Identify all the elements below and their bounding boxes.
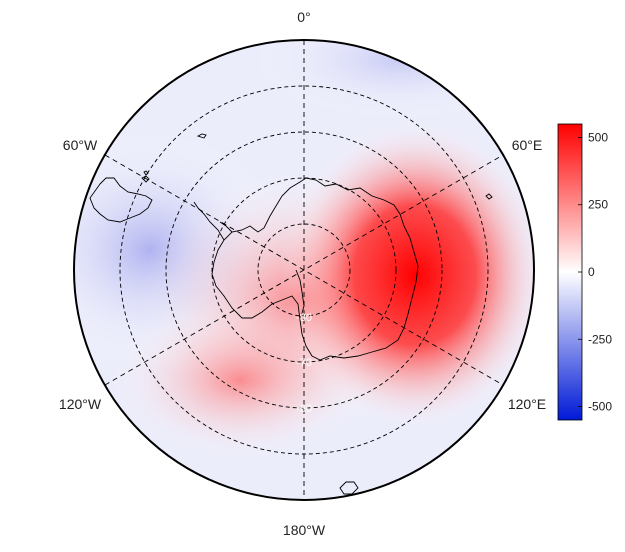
ring-label-60: -60 (296, 403, 312, 415)
south-america-coastline (89, 177, 153, 223)
lat-ring-70 (211, 177, 397, 363)
colorbar-ticks: 500 250 0 -250 -500 (578, 130, 612, 414)
latitude-ring-labels: -80 -70 -60 (296, 312, 312, 415)
lon-label-180w: 180°W (283, 522, 326, 538)
colorbar-tick-label: -250 (588, 332, 612, 346)
lon-label-120w: 120°W (59, 396, 102, 412)
colorbar-tick-label: -500 (588, 400, 612, 414)
lon-label-60w: 60°W (63, 137, 98, 153)
colorbar-tick-label: 0 (588, 265, 595, 279)
longitude-labels: 0° 60°E 120°E 180°W 120°W 60°W (59, 9, 546, 538)
anomaly-field (74, 40, 534, 500)
lon-label-60e: 60°E (512, 137, 543, 153)
meridians (104, 40, 504, 500)
ring-label-70: -70 (296, 357, 312, 369)
ring-label-80: -80 (296, 312, 312, 324)
antarctica-coastline (211, 177, 419, 361)
lon-label-120e: 120°E (508, 396, 546, 412)
antarctic-peninsula (193, 201, 233, 241)
colorbar-tick-label: 250 (588, 198, 608, 212)
lat-ring-60 (165, 131, 443, 409)
positive-anomaly-east (280, 120, 534, 430)
new-zealand-sub-antarctic (339, 481, 359, 495)
kerguelen (485, 193, 493, 200)
meridian-120w-60e (104, 154, 504, 386)
lon-label-0: 0° (297, 9, 310, 25)
colorbar: 500 250 0 -250 -500 (557, 123, 612, 421)
coastlines (89, 133, 493, 495)
ross-ice-front (295, 269, 305, 321)
map-boundary (73, 39, 535, 501)
lat-ring-80 (257, 223, 351, 317)
south-georgia (196, 133, 207, 139)
colorbar-tick-label: 500 (588, 130, 608, 144)
